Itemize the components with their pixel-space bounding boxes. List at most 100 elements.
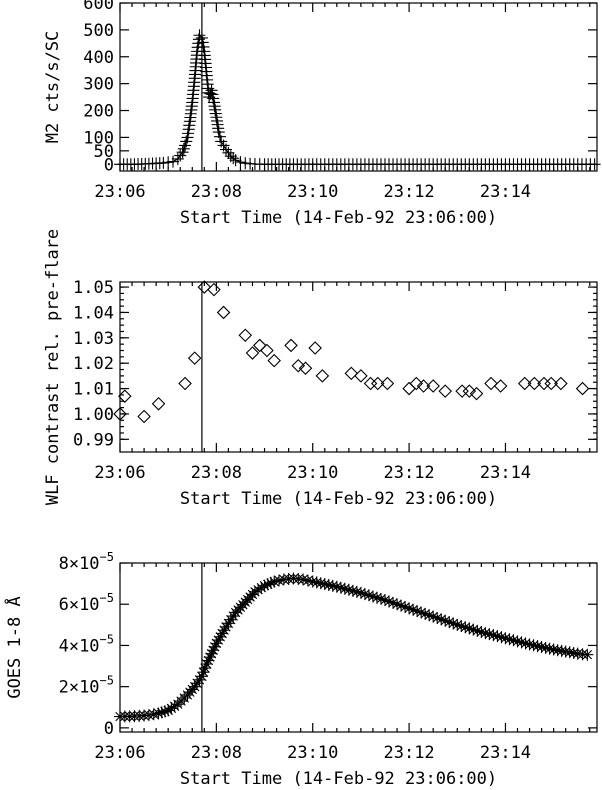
data-point <box>258 579 271 592</box>
y-tick-label: 1.02 <box>73 354 114 374</box>
data-point <box>248 585 261 598</box>
data-point <box>374 592 387 605</box>
data-point <box>273 574 285 587</box>
data-point <box>298 361 313 376</box>
x-axis-label: Start Time (14-Feb-92 23:06:00) <box>180 769 497 789</box>
data-point <box>439 614 452 627</box>
data-point <box>178 376 192 391</box>
data-point <box>202 654 215 667</box>
data-point <box>261 578 274 591</box>
data-point <box>527 376 542 391</box>
data-point <box>531 640 544 653</box>
data-point <box>234 156 247 169</box>
data-point <box>415 606 428 619</box>
data-point <box>419 607 432 620</box>
data-point <box>264 576 277 589</box>
data-point <box>301 574 314 587</box>
data-point <box>447 617 460 630</box>
data-point <box>245 346 260 360</box>
data-point <box>350 585 363 598</box>
x-tick-label: 23:06 <box>94 182 145 202</box>
data-point <box>187 351 202 365</box>
data-point <box>216 305 231 320</box>
data-point <box>191 677 204 690</box>
y-tick-label: 50 <box>94 142 114 162</box>
data-point <box>491 630 504 643</box>
data-point <box>210 637 223 650</box>
data-point <box>379 594 391 607</box>
x-tick-label: 23:12 <box>383 463 434 483</box>
data-point <box>555 644 568 657</box>
data-point <box>370 591 383 604</box>
data-point <box>559 645 572 658</box>
data-point <box>224 613 237 626</box>
data-point <box>354 369 368 383</box>
data-point <box>162 704 175 717</box>
y-tick-label: 1.03 <box>73 329 114 349</box>
data-point <box>216 627 229 640</box>
y-tick-label: 600 <box>83 0 114 14</box>
data-point <box>487 629 500 642</box>
y-tick-label: 500 <box>83 21 114 41</box>
data-point <box>227 152 240 165</box>
data-point <box>297 573 310 586</box>
data-point <box>212 634 225 647</box>
data-point <box>315 369 330 383</box>
data-point <box>407 603 420 616</box>
data-point <box>467 623 480 636</box>
x-tick-label: 23:12 <box>383 743 434 763</box>
data-point <box>222 617 235 630</box>
data-point <box>152 707 165 720</box>
data-point <box>507 634 520 647</box>
data-point <box>383 595 396 608</box>
data-point <box>551 644 564 657</box>
data-point <box>255 581 268 594</box>
data-point <box>431 611 444 624</box>
data-point <box>495 631 508 644</box>
data-point <box>147 708 160 721</box>
data-point <box>493 379 508 393</box>
data-point <box>326 579 339 592</box>
data-point <box>391 598 404 611</box>
x-tick-label: 23:14 <box>480 182 531 202</box>
data-point <box>208 640 221 653</box>
data-point <box>395 599 408 612</box>
data-point <box>157 156 170 169</box>
data-point <box>197 666 210 679</box>
data-point <box>177 142 190 155</box>
y-tick-label: 400 <box>83 48 114 68</box>
data-point <box>366 590 379 603</box>
data-point <box>515 636 528 649</box>
data-point <box>354 586 367 599</box>
data-point <box>151 397 166 411</box>
y-tick-label: 100 <box>83 128 114 148</box>
y-tick-label: 8×10−5 <box>59 550 114 574</box>
data-point <box>142 709 155 722</box>
data-point <box>455 384 469 398</box>
data-point <box>411 605 424 618</box>
data-point <box>459 621 472 634</box>
data-point <box>203 651 216 664</box>
data-point <box>330 580 343 593</box>
y-axis-label: M2 cts/s/SC <box>43 31 63 144</box>
data-point <box>284 338 298 353</box>
y-axis-label: GOES 1-8 Å <box>3 596 25 698</box>
data-point <box>197 280 212 294</box>
data-point <box>403 602 416 615</box>
data-point <box>218 624 231 637</box>
data-point <box>463 622 476 635</box>
data-point <box>162 156 175 169</box>
data-point <box>469 386 484 401</box>
data-point <box>188 680 201 693</box>
data-point <box>204 87 217 100</box>
data-point <box>423 609 436 622</box>
data-point <box>370 376 385 391</box>
data-point <box>214 630 227 643</box>
data-point <box>567 646 580 659</box>
data-point <box>113 407 127 421</box>
data-point <box>499 632 512 645</box>
y-tick-label: 2×10−5 <box>59 674 114 698</box>
x-tick-label: 23:08 <box>191 743 242 763</box>
